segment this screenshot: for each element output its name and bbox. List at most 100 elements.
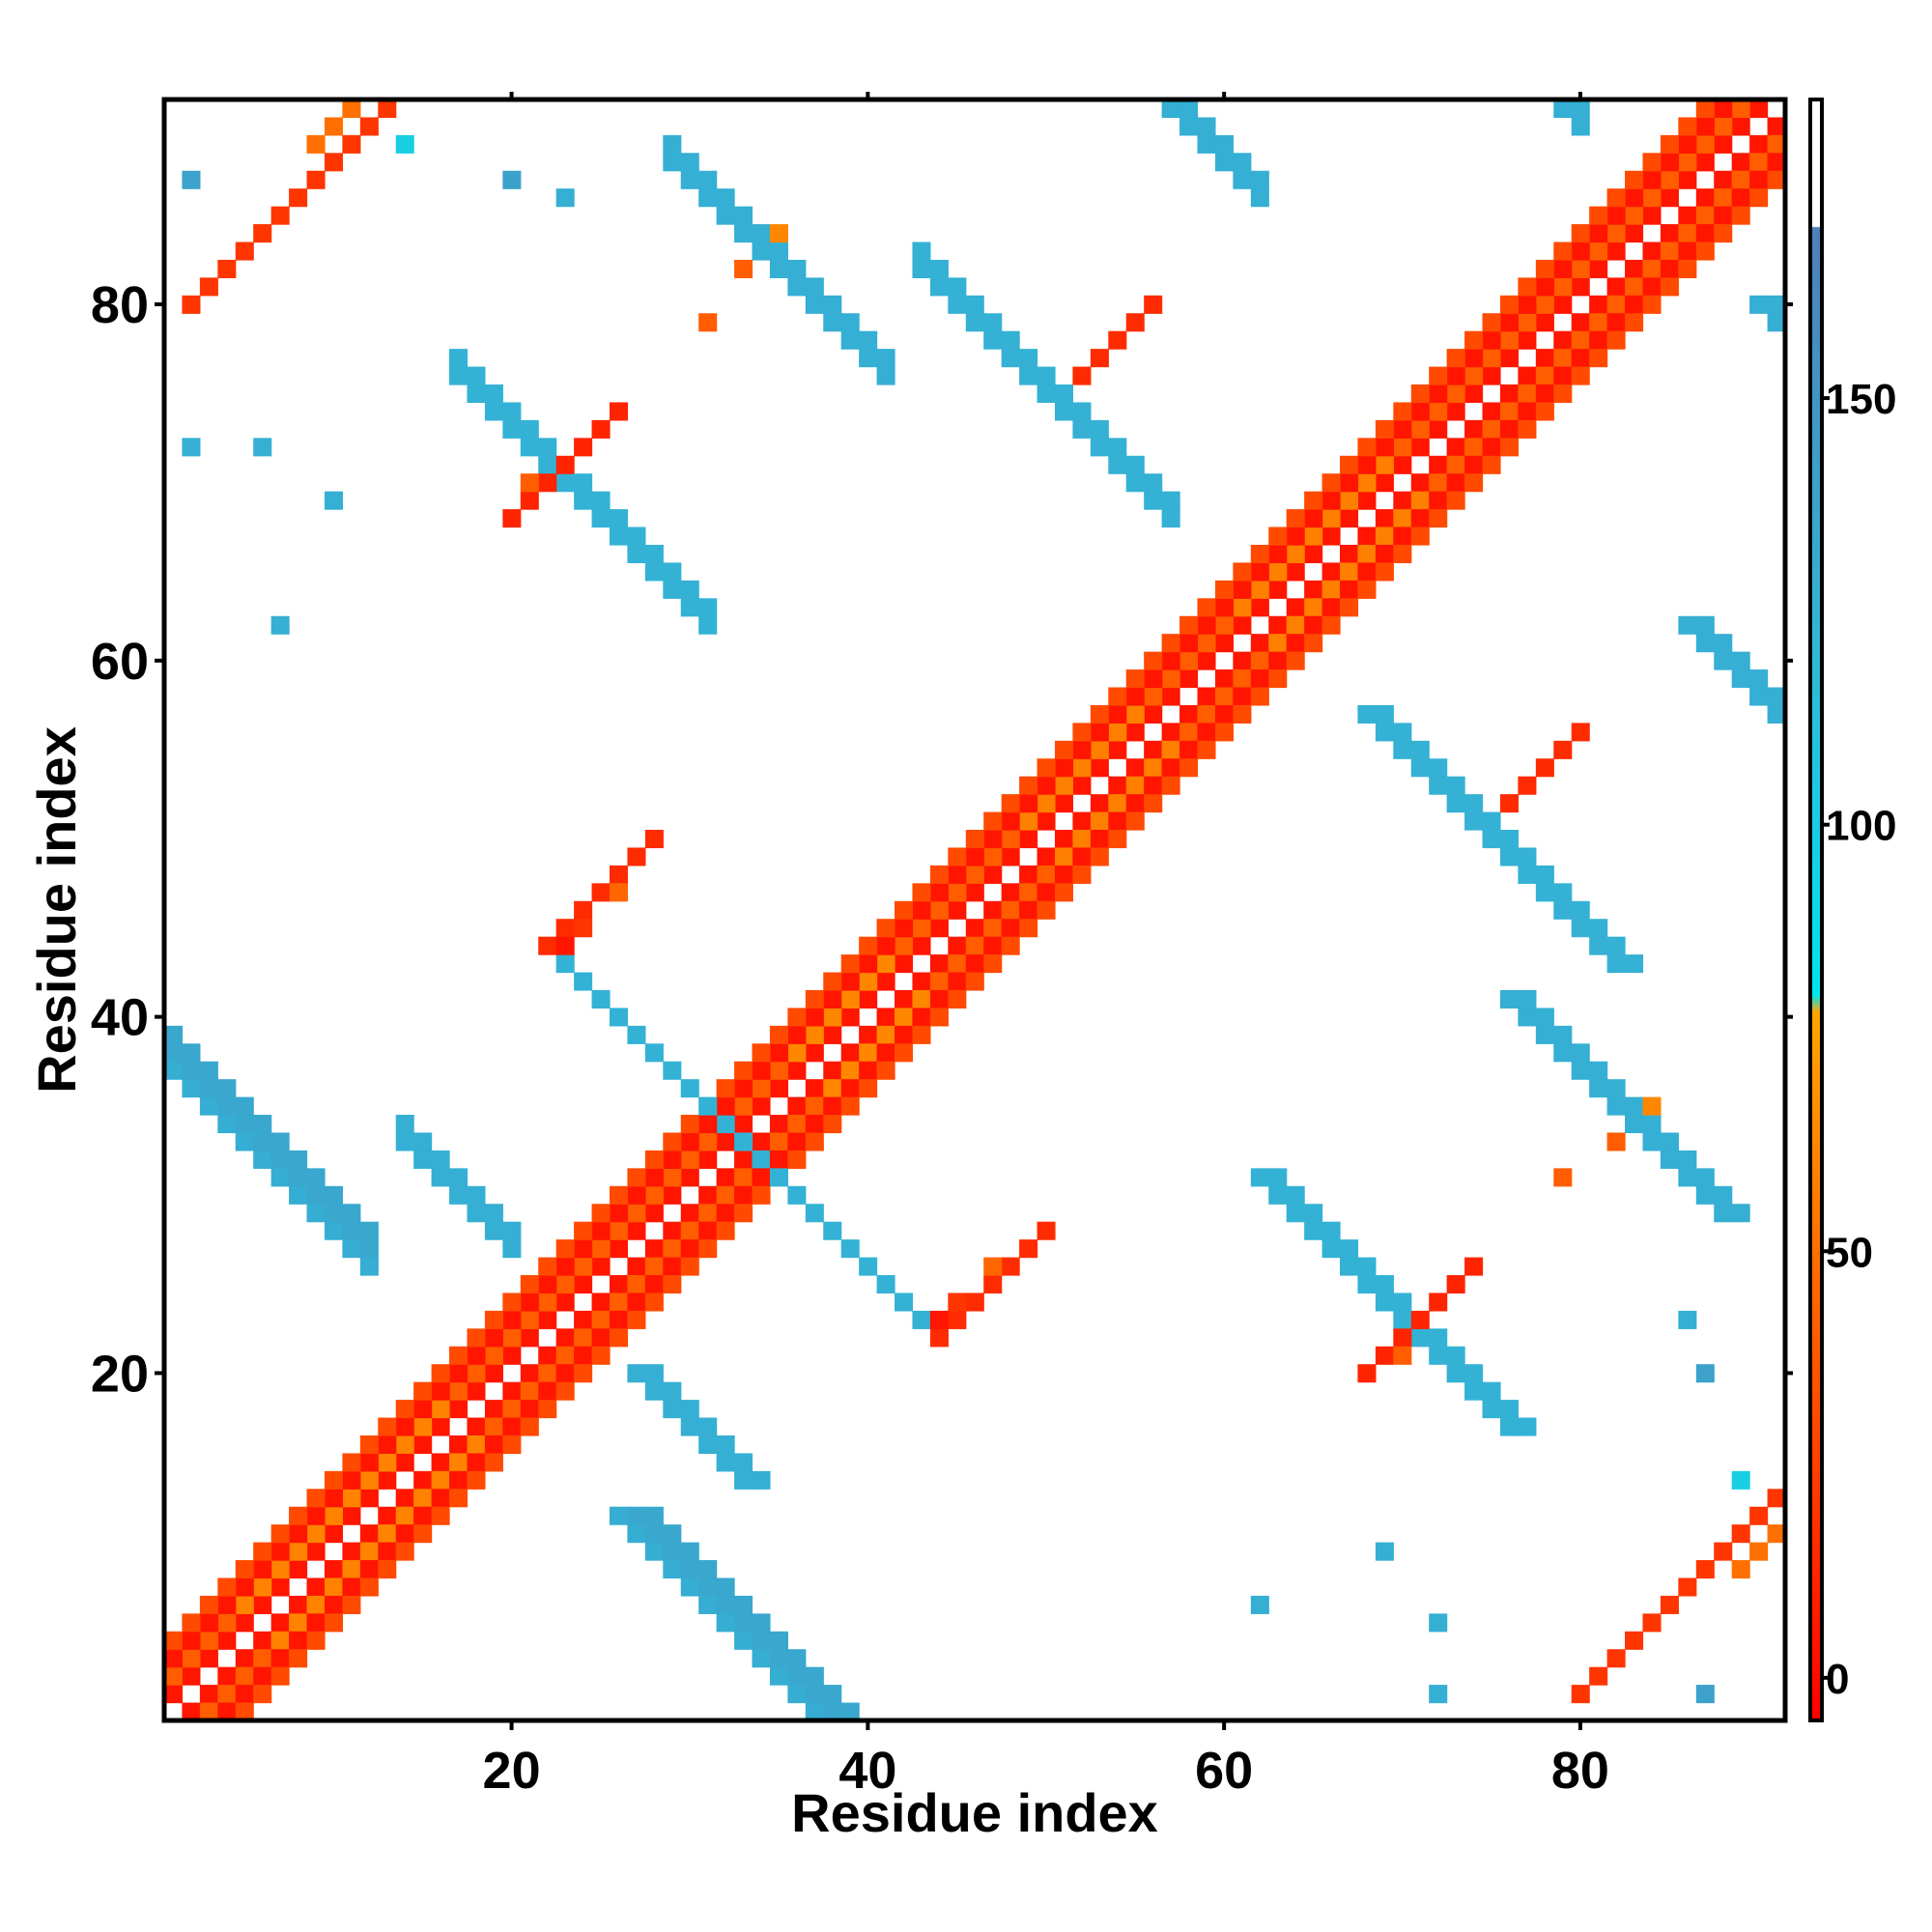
heatmap-cell <box>1197 615 1216 635</box>
heatmap-cell <box>1197 687 1216 706</box>
heatmap-cell <box>1054 830 1074 849</box>
heatmap-cell <box>1518 1008 1537 1027</box>
heatmap-cell <box>235 1132 254 1151</box>
heatmap-cell <box>1731 1204 1750 1223</box>
heatmap-cell <box>217 1613 237 1633</box>
heatmap-cell <box>1214 580 1234 599</box>
heatmap-cell <box>1304 580 1323 599</box>
heatmap-cell <box>929 900 949 920</box>
heatmap-cell <box>1268 544 1288 564</box>
heatmap-cell <box>1446 349 1465 368</box>
heatmap-cell <box>1321 615 1341 635</box>
heatmap-cell <box>965 919 984 938</box>
heatmap-cell <box>965 936 984 955</box>
heatmap-cell <box>1429 758 1448 778</box>
heatmap-cell <box>217 1702 237 1721</box>
heatmap-cell <box>644 1381 664 1401</box>
heatmap-cell <box>555 1293 575 1312</box>
heatmap-cell <box>520 1328 539 1348</box>
heatmap-cell <box>1090 758 1109 778</box>
heatmap-cell <box>1606 1079 1626 1098</box>
heatmap-cell <box>1446 794 1465 813</box>
heatmap-cell <box>752 224 771 243</box>
heatmap-cell <box>948 936 967 955</box>
heatmap-cell <box>716 1613 735 1633</box>
heatmap-cell <box>1499 794 1520 813</box>
heatmap-cell <box>734 1595 753 1614</box>
heatmap-cell <box>164 1043 184 1063</box>
heatmap-cell <box>1304 598 1323 617</box>
heatmap-cell <box>253 438 272 457</box>
heatmap-cell <box>395 134 414 154</box>
heatmap-cell <box>253 1649 272 1668</box>
heatmap-cell <box>182 1079 201 1098</box>
heatmap-cell <box>663 1221 682 1240</box>
heatmap-cell <box>235 1096 254 1116</box>
heatmap-cell <box>716 1185 735 1205</box>
heatmap-cell <box>164 1025 184 1044</box>
heatmap-cell <box>1214 723 1234 742</box>
heatmap-cell <box>306 1185 326 1205</box>
heatmap-cell <box>1731 188 1750 208</box>
heatmap-cell <box>1304 634 1323 653</box>
heatmap-cell <box>1660 277 1679 297</box>
heatmap-cell <box>823 1702 842 1721</box>
heatmap-cell <box>1695 117 1715 136</box>
heatmap-cell <box>912 972 931 991</box>
heatmap-cell <box>1001 847 1020 867</box>
heatmap-cell <box>965 865 984 884</box>
heatmap-cell <box>1499 349 1520 368</box>
heatmap-cell <box>1179 651 1199 670</box>
heatmap-cell <box>1161 740 1180 759</box>
heatmap-cell <box>1357 580 1377 599</box>
heatmap-cell <box>270 206 290 225</box>
heatmap-cell <box>591 1257 611 1276</box>
heatmap-cell <box>1286 1185 1305 1205</box>
heatmap-cell <box>1304 491 1323 510</box>
heatmap-cell <box>1161 687 1180 706</box>
heatmap-cell <box>1446 402 1465 421</box>
heatmap-cell <box>716 1168 735 1187</box>
heatmap-cell <box>1340 1239 1359 1259</box>
heatmap-cell <box>1357 473 1377 493</box>
heatmap-cell <box>1019 883 1038 902</box>
heatmap-cell <box>644 1506 664 1525</box>
heatmap-cell <box>538 473 557 493</box>
heatmap-cell <box>1518 330 1537 350</box>
heatmap-cell <box>1108 455 1127 474</box>
x-axis-title: Residue index <box>791 1782 1158 1843</box>
heatmap-cell <box>1375 723 1394 742</box>
heatmap-cell <box>289 1150 308 1169</box>
heatmap-cell <box>1250 634 1269 653</box>
heatmap-cell <box>1535 883 1554 902</box>
heatmap-cell <box>895 1293 914 1312</box>
heatmap-cell <box>324 1524 343 1544</box>
heatmap-cell <box>1535 349 1554 368</box>
heatmap-cell <box>484 1221 503 1240</box>
heatmap-cell <box>1642 206 1662 225</box>
heatmap-cell <box>270 1613 290 1633</box>
heatmap-cell <box>1001 883 1020 902</box>
heatmap-cell <box>1304 544 1323 564</box>
heatmap-cell <box>1589 936 1608 955</box>
heatmap-cell <box>378 1560 397 1579</box>
heatmap-cell <box>306 1506 326 1525</box>
heatmap-cell <box>467 1346 486 1365</box>
heatmap-cell <box>1410 526 1430 546</box>
heatmap-cell <box>1197 723 1216 742</box>
heatmap-cell <box>823 989 842 1009</box>
heatmap-cell <box>359 1577 379 1597</box>
heatmap-cell <box>1357 1275 1377 1294</box>
heatmap-cell <box>840 989 860 1009</box>
heatmap-cell <box>609 1239 629 1259</box>
heatmap-cell <box>342 1489 361 1508</box>
heatmap-cell <box>1499 1400 1520 1419</box>
heatmap-cell <box>929 954 949 974</box>
heatmap-cell <box>1499 438 1520 457</box>
heatmap-cell <box>289 1524 308 1544</box>
heatmap-cell <box>1678 242 1697 261</box>
heatmap-cell <box>823 1685 842 1704</box>
heatmap-cell <box>1037 366 1056 385</box>
heatmap-cell <box>1714 188 1733 208</box>
heatmap-cell <box>698 1204 718 1223</box>
